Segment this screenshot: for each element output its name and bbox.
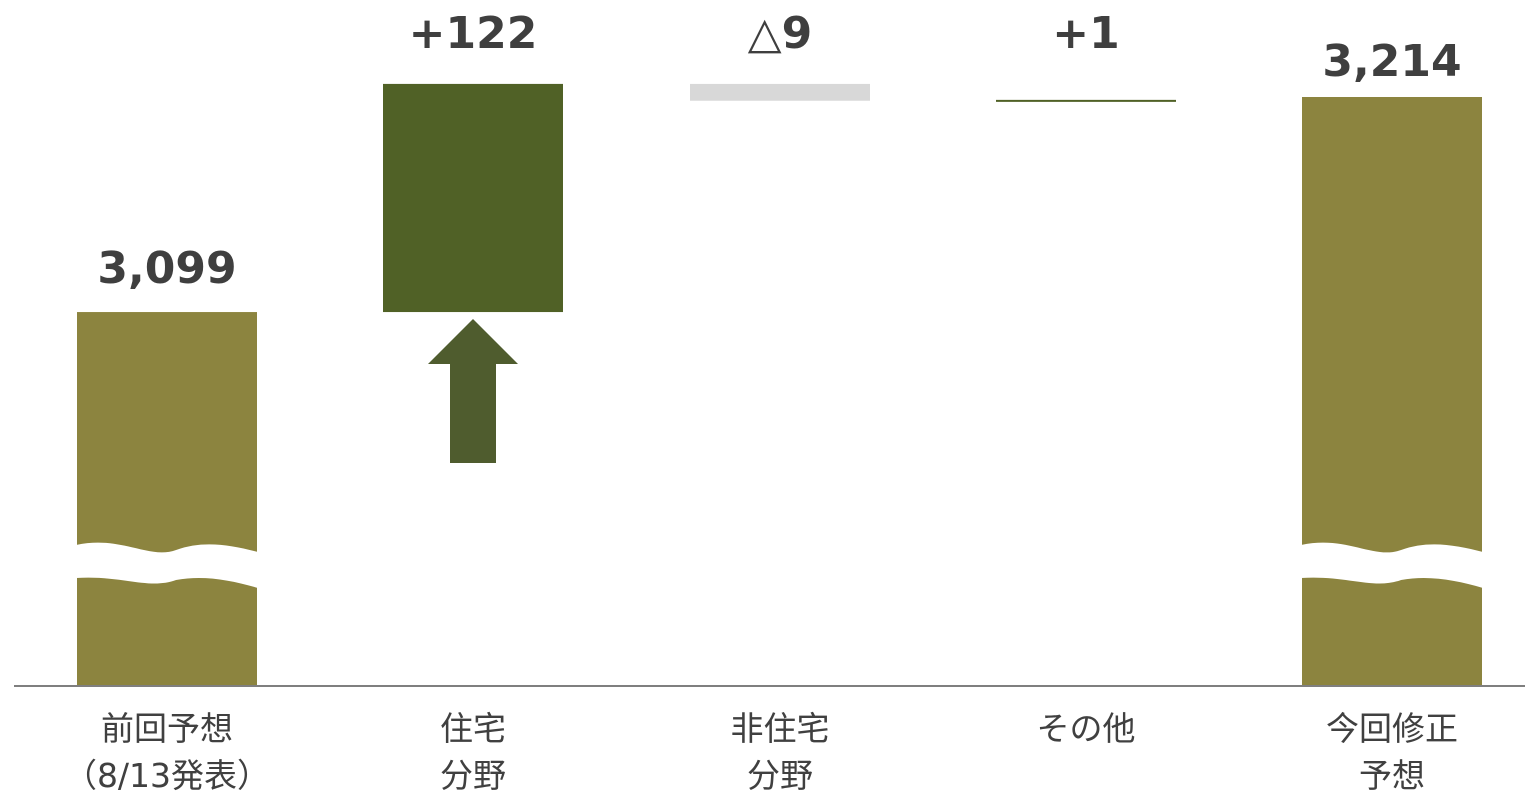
category-label-4-line-0: 今回修正	[1326, 709, 1458, 748]
category-label-0-line-1: （8/13発表）	[64, 756, 270, 795]
value-label-3: +1	[1052, 8, 1119, 59]
category-label-1-line-0: 住宅	[440, 709, 506, 748]
bar-total-4	[1302, 97, 1482, 686]
category-label-2-line-1: 分野	[747, 756, 813, 795]
bars-layer	[76, 83, 1483, 686]
bar-increase-3	[996, 99, 1176, 102]
axis-break-0	[76, 542, 258, 588]
value-label-2: △9	[748, 8, 812, 59]
category-label-2-line-0: 非住宅	[731, 709, 830, 748]
value-label-0: 3,099	[97, 243, 236, 294]
bar-increase-1	[383, 83, 563, 313]
value-label-1: +122	[409, 8, 538, 59]
category-label-0-line-0: 前回予想	[101, 709, 233, 748]
category-label-4-line-1: 予想	[1359, 756, 1425, 795]
bar-decrease-2	[690, 83, 870, 101]
value-label-4: 3,214	[1322, 36, 1461, 87]
category-label-3-line-0: その他	[1037, 709, 1136, 748]
axis-break-4	[1301, 542, 1483, 588]
value-labels-layer: 3,099 +122 △9 +1 3,214	[97, 8, 1461, 294]
category-label-1-line-1: 分野	[440, 756, 506, 795]
bar-total-0	[77, 312, 257, 686]
increase-arrow	[428, 319, 518, 463]
